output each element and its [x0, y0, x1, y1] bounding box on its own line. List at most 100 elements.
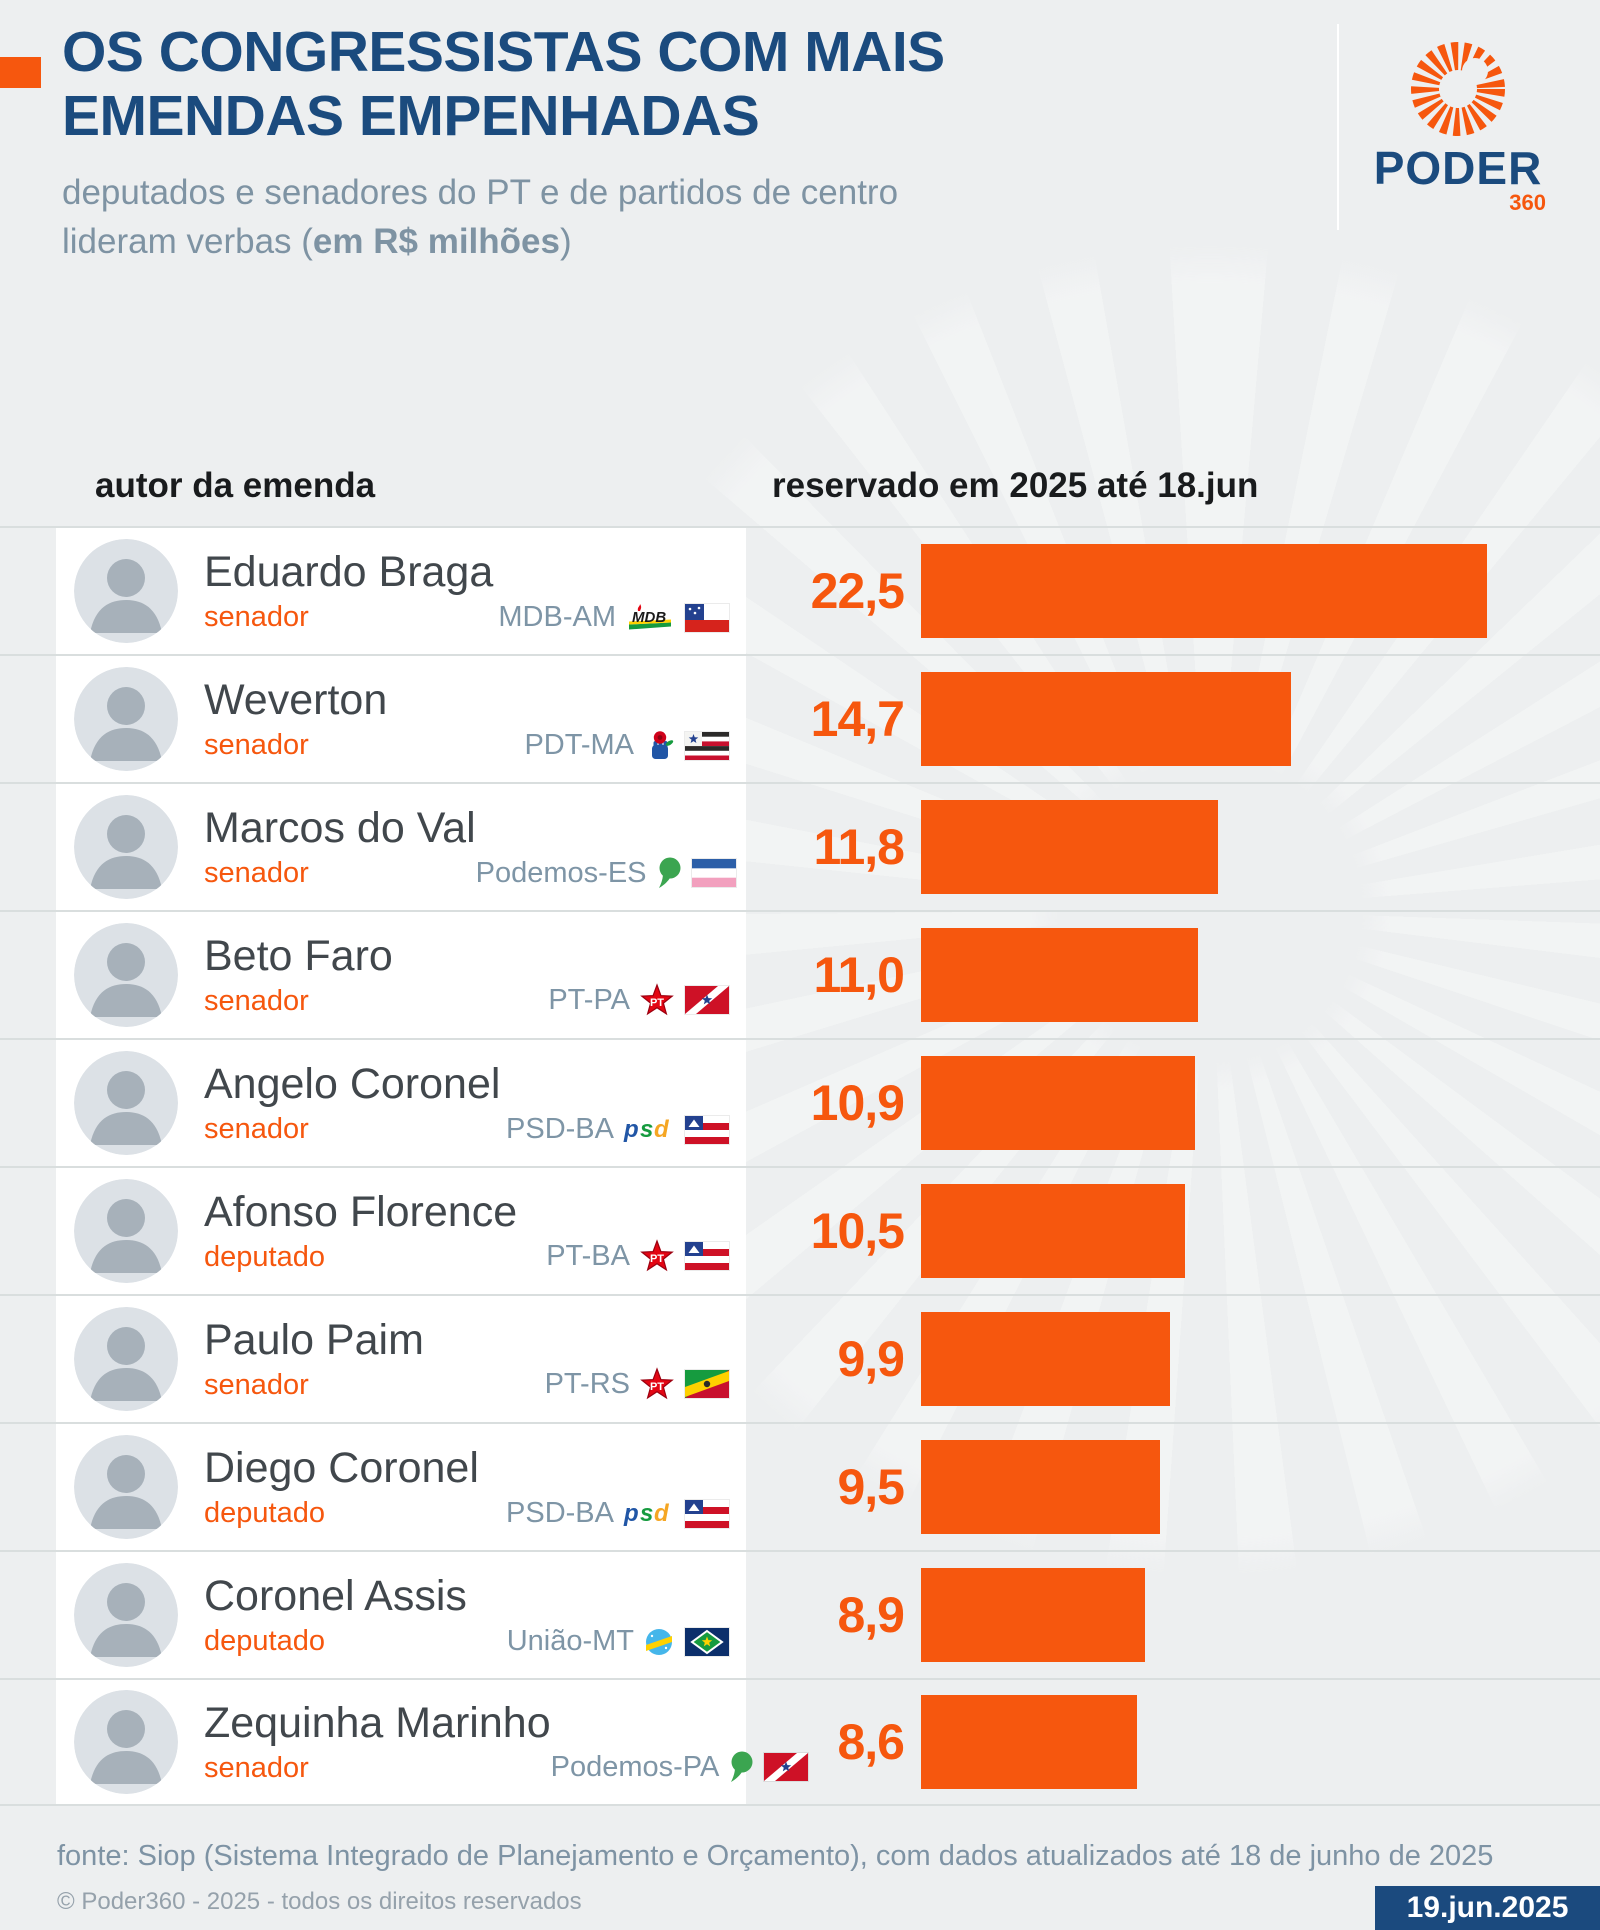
value-bar	[921, 1184, 1185, 1278]
party-pt-logo-icon: PT	[639, 982, 675, 1018]
party-info: PT-RS PT	[545, 1366, 730, 1402]
value-bar	[921, 1568, 1145, 1662]
politician-name: Eduardo Braga	[204, 548, 494, 596]
table-row: Weverton senador PDT-MA 14,7	[0, 654, 1600, 782]
author-card: Afonso Florence deputado PT-BA PT	[56, 1168, 746, 1294]
table-row: Marcos do Val senador Podemos-ES 11,8	[0, 782, 1600, 910]
author-identity: Eduardo Braga senador	[204, 548, 493, 634]
author-identity: Weverton senador	[204, 676, 387, 762]
value-bar	[921, 1440, 1160, 1534]
party-info: Podemos-ES	[476, 856, 737, 890]
table-row: Diego Coronel deputado PSD-BA p s d 9,5	[0, 1422, 1600, 1550]
party-info: PT-PA PT	[548, 982, 730, 1018]
author-identity: Coronel Assis deputado	[204, 1572, 467, 1658]
author-identity: Zequinha Marinho senador	[204, 1699, 551, 1785]
state-flag-rs-icon	[684, 1369, 730, 1399]
politician-role: senador	[204, 1752, 309, 1784]
value-bar	[921, 800, 1218, 894]
title-line-2: EMENDAS EMPENHADAS	[62, 84, 760, 148]
state-flag-ba-icon	[684, 1498, 730, 1529]
politician-name: Marcos do Val	[204, 804, 476, 852]
author-card: Marcos do Val senador Podemos-ES	[56, 784, 746, 910]
politician-role: senador	[204, 857, 309, 889]
value-label: 10,9	[810, 1075, 905, 1131]
table-row: Afonso Florence deputado PT-BA PT 10,5	[0, 1166, 1600, 1294]
logo-divider	[1337, 24, 1339, 230]
party-psd-logo-icon: p s d	[623, 1116, 675, 1144]
table-row: Angelo Coronel senador PSD-BA p s d 10,9	[0, 1038, 1600, 1166]
politician-role: senador	[204, 985, 309, 1017]
party-podemos-logo-icon	[728, 1750, 754, 1784]
table-row: Beto Faro senador PT-PA PT 11,0	[0, 910, 1600, 1038]
party-state-label: PT-RS	[544, 1367, 630, 1400]
party-info: PSD-BA p s d	[506, 1113, 730, 1146]
party-state-label: PT-PA	[548, 983, 630, 1016]
ranking-table: Eduardo Braga senador MDB-AM MDB 22,5	[0, 526, 1600, 1806]
poder360-wordmark: PODER	[1373, 142, 1543, 194]
state-flag-ba-icon	[684, 1241, 730, 1271]
politician-photo	[74, 1690, 178, 1794]
party-info: PDT-MA	[524, 729, 730, 762]
party-state-label: PSD-BA	[506, 1113, 614, 1145]
politician-photo	[74, 1435, 178, 1539]
svg-text:PT: PT	[650, 1381, 664, 1393]
party-state-label: PT-BA	[546, 1239, 630, 1272]
party-pdt-logo-icon	[643, 730, 675, 762]
author-identity: Afonso Florence deputado	[204, 1188, 517, 1274]
author-identity: Paulo Paim senador	[204, 1316, 424, 1402]
bar-cell: 11,8	[746, 784, 1552, 910]
column-header-value: reservado em 2025 até 18.jun	[772, 466, 1259, 505]
value-bar	[921, 1312, 1170, 1406]
author-identity: Beto Faro senador	[204, 932, 393, 1018]
party-info: PSD-BA p s d	[506, 1497, 730, 1530]
party-state-label: Podemos-ES	[475, 856, 647, 889]
politician-photo	[74, 667, 178, 771]
author-identity: Diego Coronel deputado	[204, 1444, 479, 1530]
politician-photo	[74, 923, 178, 1027]
author-card: Diego Coronel deputado PSD-BA p s d	[56, 1424, 746, 1550]
state-flag-ba-icon	[684, 1114, 730, 1145]
bar-cell: 9,9	[746, 1296, 1552, 1422]
svg-text:p: p	[623, 1116, 639, 1143]
politician-photo	[74, 795, 178, 899]
table-row: Coronel Assis deputado União-MT 8,9	[0, 1550, 1600, 1678]
value-label: 22,5	[810, 563, 905, 619]
title-accent-bar	[0, 57, 41, 88]
table-row: Eduardo Braga senador MDB-AM MDB 22,5	[0, 526, 1600, 654]
bar-cell: 8,9	[746, 1552, 1552, 1678]
state-flag-mt-icon	[684, 1626, 730, 1657]
politician-role: senador	[204, 729, 309, 761]
politician-name: Coronel Assis	[204, 1572, 467, 1620]
value-bar	[921, 672, 1291, 766]
poder360-logo: PODER 360	[1360, 34, 1556, 216]
value-label: 9,5	[837, 1459, 905, 1515]
party-pt-logo-icon: PT	[639, 1366, 675, 1402]
publication-date-badge: 19.jun.2025	[1375, 1886, 1600, 1930]
state-flag-pa-icon	[684, 985, 730, 1015]
author-card: Weverton senador PDT-MA	[56, 656, 746, 782]
author-identity: Angelo Coronel senador	[204, 1060, 500, 1146]
politician-photo	[74, 539, 178, 643]
value-label: 10,5	[810, 1203, 905, 1259]
party-state-label: Podemos-PA	[550, 1750, 720, 1783]
svg-text:d: d	[654, 1116, 670, 1143]
politician-role: deputado	[204, 1625, 325, 1657]
subtitle-unit: em R$ milhões	[312, 222, 560, 261]
politician-photo	[74, 1307, 178, 1411]
party-mdb-logo-icon: MDB	[625, 603, 675, 633]
value-label: 8,6	[837, 1714, 905, 1770]
author-card: Zequinha Marinho senador Podemos-PA	[56, 1680, 810, 1804]
politician-photo	[74, 1563, 178, 1667]
svg-text:PT: PT	[650, 1253, 664, 1265]
author-card: Paulo Paim senador PT-RS PT	[56, 1296, 746, 1422]
svg-text:s: s	[640, 1500, 653, 1527]
party-info: Podemos-PA	[551, 1750, 810, 1784]
author-identity: Marcos do Val senador	[204, 804, 476, 890]
subtitle-line-2: lideram verbas (	[62, 222, 313, 261]
state-flag-pa-icon	[763, 1752, 810, 1782]
svg-text:d: d	[654, 1500, 670, 1527]
politician-photo	[74, 1179, 178, 1283]
politician-name: Paulo Paim	[204, 1316, 424, 1364]
party-pt-logo-icon: PT	[639, 1238, 675, 1274]
